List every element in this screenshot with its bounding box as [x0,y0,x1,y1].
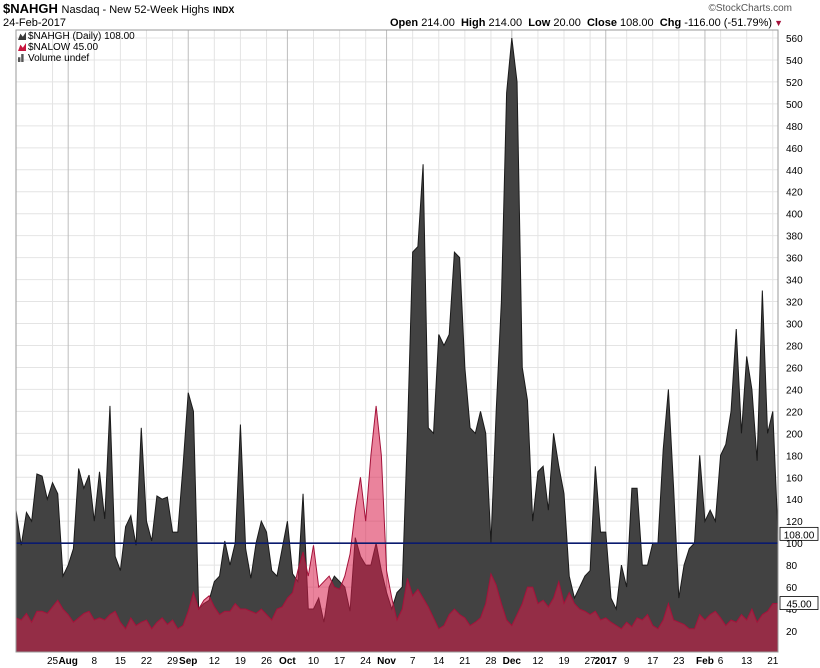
y-tick-label: 540 [786,56,803,67]
watermark: ©StockCharts.com [708,3,792,14]
plot-frame [15,29,779,653]
y-tick-label: 160 [786,473,803,484]
x-tick-label: 8 [92,656,98,667]
x-tick-label: 24 [360,656,372,667]
y-tick-label: 60 [786,583,798,594]
x-tick-label: Oct [279,656,296,667]
y-tick-label: 300 [786,320,803,331]
x-tick-label: 9 [624,656,630,667]
legend-volume-text: Volume undef [28,53,90,64]
y-tick-label: 360 [786,254,803,265]
x-tick-label: 19 [235,656,247,667]
x-tick-label: Aug [58,656,77,667]
x-tick-label: Dec [503,656,522,667]
y-tick-label: 80 [786,561,798,572]
price-label-box [779,596,819,610]
axes: 20 40 60 80 100 120 140 160 180 200 220 240 260 280 30… [15,29,819,667]
legend-nalow: $NALOW 45.00 [18,42,98,53]
exchange: INDX [212,5,235,15]
x-tick-label: 22 [141,656,153,667]
x-tick-label: 27 [585,656,597,667]
legend-volume: Volume undef [18,53,89,64]
y-tick-label: 40 [786,605,798,616]
chg-label: Chg [659,17,682,29]
price-label: 45.00 [786,600,811,611]
x-tick-label: 7 [410,656,416,667]
y-tick-label: 280 [786,341,803,352]
y-tick-label: 460 [786,144,803,155]
close-value: 108.00 [620,17,654,29]
x-tick-label: 6 [718,656,724,667]
y-tick-label: 440 [786,166,803,177]
legend-nahgh: $NAHGH (Daily) 108.00 [18,31,135,42]
legend-nahgh-text: $NAHGH (Daily) 108.00 [28,31,135,42]
price-label-box [779,526,819,541]
nalow-area [16,405,778,652]
x-tick-label: 28 [485,656,497,667]
y-tick-label: 320 [786,298,803,309]
low-label: Low [528,17,551,29]
nalow-line [15,405,778,630]
x-tick-label: 14 [433,656,445,667]
y-tick-label: 180 [786,451,803,462]
high-label: High [460,17,486,29]
x-tick-label: 17 [647,656,659,667]
x-tick-label: Nov [377,656,396,667]
y-tick-label: 400 [786,210,803,221]
y-tick-label: 520 [786,78,803,89]
chg-value: -116.00 (-51.79%) [684,17,773,29]
low-value: 20.00 [553,17,581,29]
y-tick-label: 480 [786,122,803,133]
close-label: Close [586,17,617,29]
x-tick-label: Sep [179,656,197,667]
y-tick-label: 120 [786,517,803,528]
legend-nalow-swatch [18,43,26,51]
x-tick-label: 17 [334,656,346,667]
y-tick-label: 340 [786,276,803,287]
symbol-title: $NAHGH Nasdaq - New 52-Week Highs INDX [3,1,234,16]
x-tick-label: 21 [767,656,779,667]
x-tick-label: 10 [308,656,320,667]
y-tick-label: 200 [786,429,803,440]
y-tick-label: 380 [786,232,803,243]
y-tick-label: 100 [786,539,803,550]
x-tick-label: 29 [167,656,179,667]
x-tick-label: 12 [532,656,544,667]
nahgh-line [15,37,779,623]
y-tick-label: 20 [786,627,798,638]
x-tick-label: 19 [558,656,570,667]
x-tick-label: 25 [47,656,59,667]
y-tick-label: 140 [786,495,803,506]
symbol: $NAHGH [3,1,58,16]
y-tick-label: 240 [786,385,803,396]
ohlc-readout: Open 214.00 High 214.00 Low 20.00 Close … [390,17,783,29]
open-value: 214.00 [421,17,455,29]
nahgh-area [16,38,778,652]
x-tick-label: Feb [696,656,714,667]
y-tick-label: 420 [786,188,803,199]
x-tick-label: 13 [741,656,753,667]
y-tick-label: 560 [786,34,803,45]
symbol-name: Nasdaq - New 52-Week Highs [61,4,210,16]
y-tick-label: 500 [786,100,803,111]
y-tick-label: 220 [786,407,803,418]
legend-nahgh-swatch [18,32,26,40]
x-tick-label: 12 [209,656,221,667]
legend-nalow-text: $NALOW 45.00 [28,42,99,53]
legend-volume-swatch [18,54,24,62]
x-tick-label: 21 [459,656,471,667]
x-tick-label: 15 [115,656,127,667]
x-tick-label: 23 [673,656,685,667]
high-value: 214.00 [488,17,523,29]
y-tick-label: 260 [786,363,803,374]
x-tick-label: 26 [261,656,273,667]
chart-date: 24-Feb-2017 [3,17,66,29]
plot-area [15,37,779,652]
price-label: 108.00 [784,530,815,541]
x-tick-label: 2017 [595,656,618,667]
chg-down-arrow-icon: ▼ [774,18,784,28]
open-label: Open [390,17,419,29]
